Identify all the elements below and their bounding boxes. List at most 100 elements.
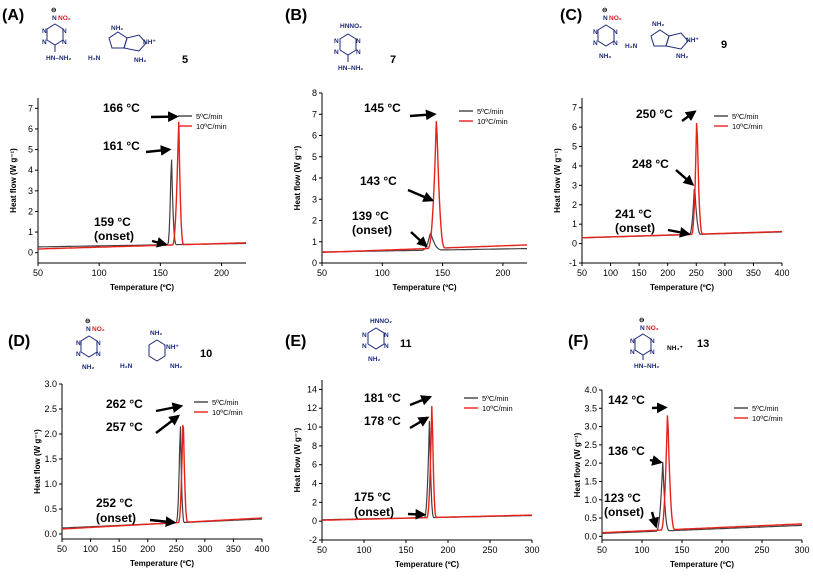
legend-label: 5ºC/min: [477, 107, 504, 116]
svg-text:N: N: [384, 332, 389, 339]
annotation-arrow: [409, 416, 430, 430]
y-tick-label: 8: [312, 88, 317, 98]
svg-text:H₂N: H₂N: [88, 55, 101, 62]
charge-minus: ⊖: [51, 7, 57, 14]
y-tick-label: 0.0: [44, 529, 57, 539]
x-axis-label: Temperature (ºC): [395, 560, 459, 569]
annotation-label: 136 °C: [608, 444, 645, 458]
x-tick-label: 400: [254, 544, 269, 554]
x-tick-label: 100: [603, 268, 618, 278]
svg-text:H₂N: H₂N: [625, 43, 638, 50]
y-tick-label: 0.0: [584, 531, 597, 541]
y-tick-label: 2.5: [44, 404, 57, 414]
x-tick-label: 50: [317, 545, 327, 555]
annotation-arrow: [145, 145, 172, 156]
y-axis-label: Heat flow (W g⁻¹): [293, 145, 302, 210]
series-line-10c: [322, 405, 532, 521]
legend-label: 10ºC/min: [732, 122, 763, 131]
annotation-label: 257 °C: [106, 420, 143, 434]
y-tick-label: 4.0: [584, 385, 597, 395]
svg-text:N: N: [62, 28, 67, 35]
compound-number: 10: [200, 348, 212, 360]
annotation-label: 248 °C: [632, 157, 669, 171]
hydrazino-group: HN–NH₂: [46, 55, 71, 62]
svg-text:N: N: [593, 29, 598, 36]
legend-label: 10ºC/min: [212, 408, 243, 417]
y-tick-label: 10: [307, 422, 317, 432]
chart-d: 50 100 150 200 250 300 350 400 0.0 0.5 1.0 1.5 2.0 2.…: [33, 379, 270, 568]
x-tick-label: 50: [33, 268, 43, 278]
annotation-arrow: [149, 516, 177, 527]
panel-label: (D): [8, 333, 30, 350]
annotation-sublabel: (onset): [604, 505, 644, 519]
compound-number: 5: [182, 54, 188, 66]
svg-text:NO₂: NO₂: [92, 326, 105, 333]
annotation-arrow: [651, 402, 668, 414]
x-axis-label: Temperature (ºC): [670, 560, 734, 569]
annotation-label: 123 °C: [604, 491, 641, 505]
annotation-label: 178 °C: [364, 414, 401, 428]
svg-text:⊖: ⊖: [85, 318, 91, 325]
svg-text:N: N: [362, 343, 367, 350]
svg-text:NH⁺: NH⁺: [166, 344, 179, 351]
y-tick-label: 1: [312, 237, 317, 247]
y-tick-label: 3: [28, 186, 33, 196]
y-tick-label: 5: [28, 145, 33, 155]
annotation-sublabel: (onset): [615, 221, 655, 235]
legend-label: 5ºC/min: [732, 112, 759, 121]
chart-b: 50 100 150 200 0 1 2 3 4 5 6 7 8 Temperature (ºC) Heat…: [293, 88, 528, 292]
svg-text:NH₂: NH₂: [150, 330, 162, 337]
y-tick-label: 0: [312, 516, 317, 526]
x-tick-label: 300: [794, 545, 809, 555]
nitro-group: NO₂: [58, 15, 71, 22]
svg-text:N: N: [384, 343, 389, 350]
x-tick-label: 50: [577, 268, 587, 278]
annotation-sublabel: (onset): [354, 505, 394, 519]
panel-label: (B): [285, 7, 307, 24]
svg-text:H₂N: H₂N: [120, 363, 133, 370]
x-axis-label: Temperature (ºC): [130, 559, 194, 568]
x-tick-label: 300: [524, 545, 539, 555]
svg-text:N: N: [42, 39, 47, 46]
x-tick-label: 100: [92, 268, 107, 278]
x-tick-label: 200: [714, 545, 729, 555]
svg-text:N: N: [613, 29, 618, 36]
x-tick-label: 250: [169, 544, 184, 554]
svg-text:N: N: [76, 351, 81, 358]
x-tick-label: 150: [674, 545, 689, 555]
annotation-arrow: [675, 169, 695, 186]
y-tick-label: 7: [28, 103, 33, 113]
x-tick-label: 100: [634, 545, 649, 555]
svg-text:N: N: [76, 340, 81, 347]
annotation-arrow: [407, 508, 427, 520]
annotation-label: 159 °C: [94, 215, 131, 229]
x-tick-label: 200: [214, 268, 229, 278]
svg-text:NH⁺: NH⁺: [686, 37, 699, 44]
y-tick-label: 6: [572, 122, 577, 132]
annotation-label: 166 °C: [103, 101, 140, 115]
svg-text:NO₂: NO₂: [609, 15, 622, 22]
svg-text:NH₂: NH₂: [170, 363, 182, 370]
x-tick-label: 250: [754, 545, 769, 555]
annotation-arrow: [667, 226, 691, 238]
annotation-label: 262 °C: [106, 397, 143, 411]
svg-text:N: N: [96, 340, 101, 347]
y-tick-label: 4: [28, 165, 33, 175]
panel-label: (A): [2, 7, 24, 24]
y-tick-label: 2: [28, 206, 33, 216]
x-tick-label: 400: [774, 268, 789, 278]
svg-text:HNNO₂: HNNO₂: [370, 318, 392, 325]
x-tick-label: 150: [398, 545, 413, 555]
legend-label: 5ºC/min: [196, 112, 223, 121]
x-tick-label: 250: [482, 545, 497, 555]
annotation-sublabel: (onset): [352, 223, 392, 237]
svg-text:N: N: [356, 49, 361, 56]
annotation-arrow: [155, 402, 184, 413]
y-axis-label: Heat flow (W g⁻¹): [33, 429, 42, 494]
